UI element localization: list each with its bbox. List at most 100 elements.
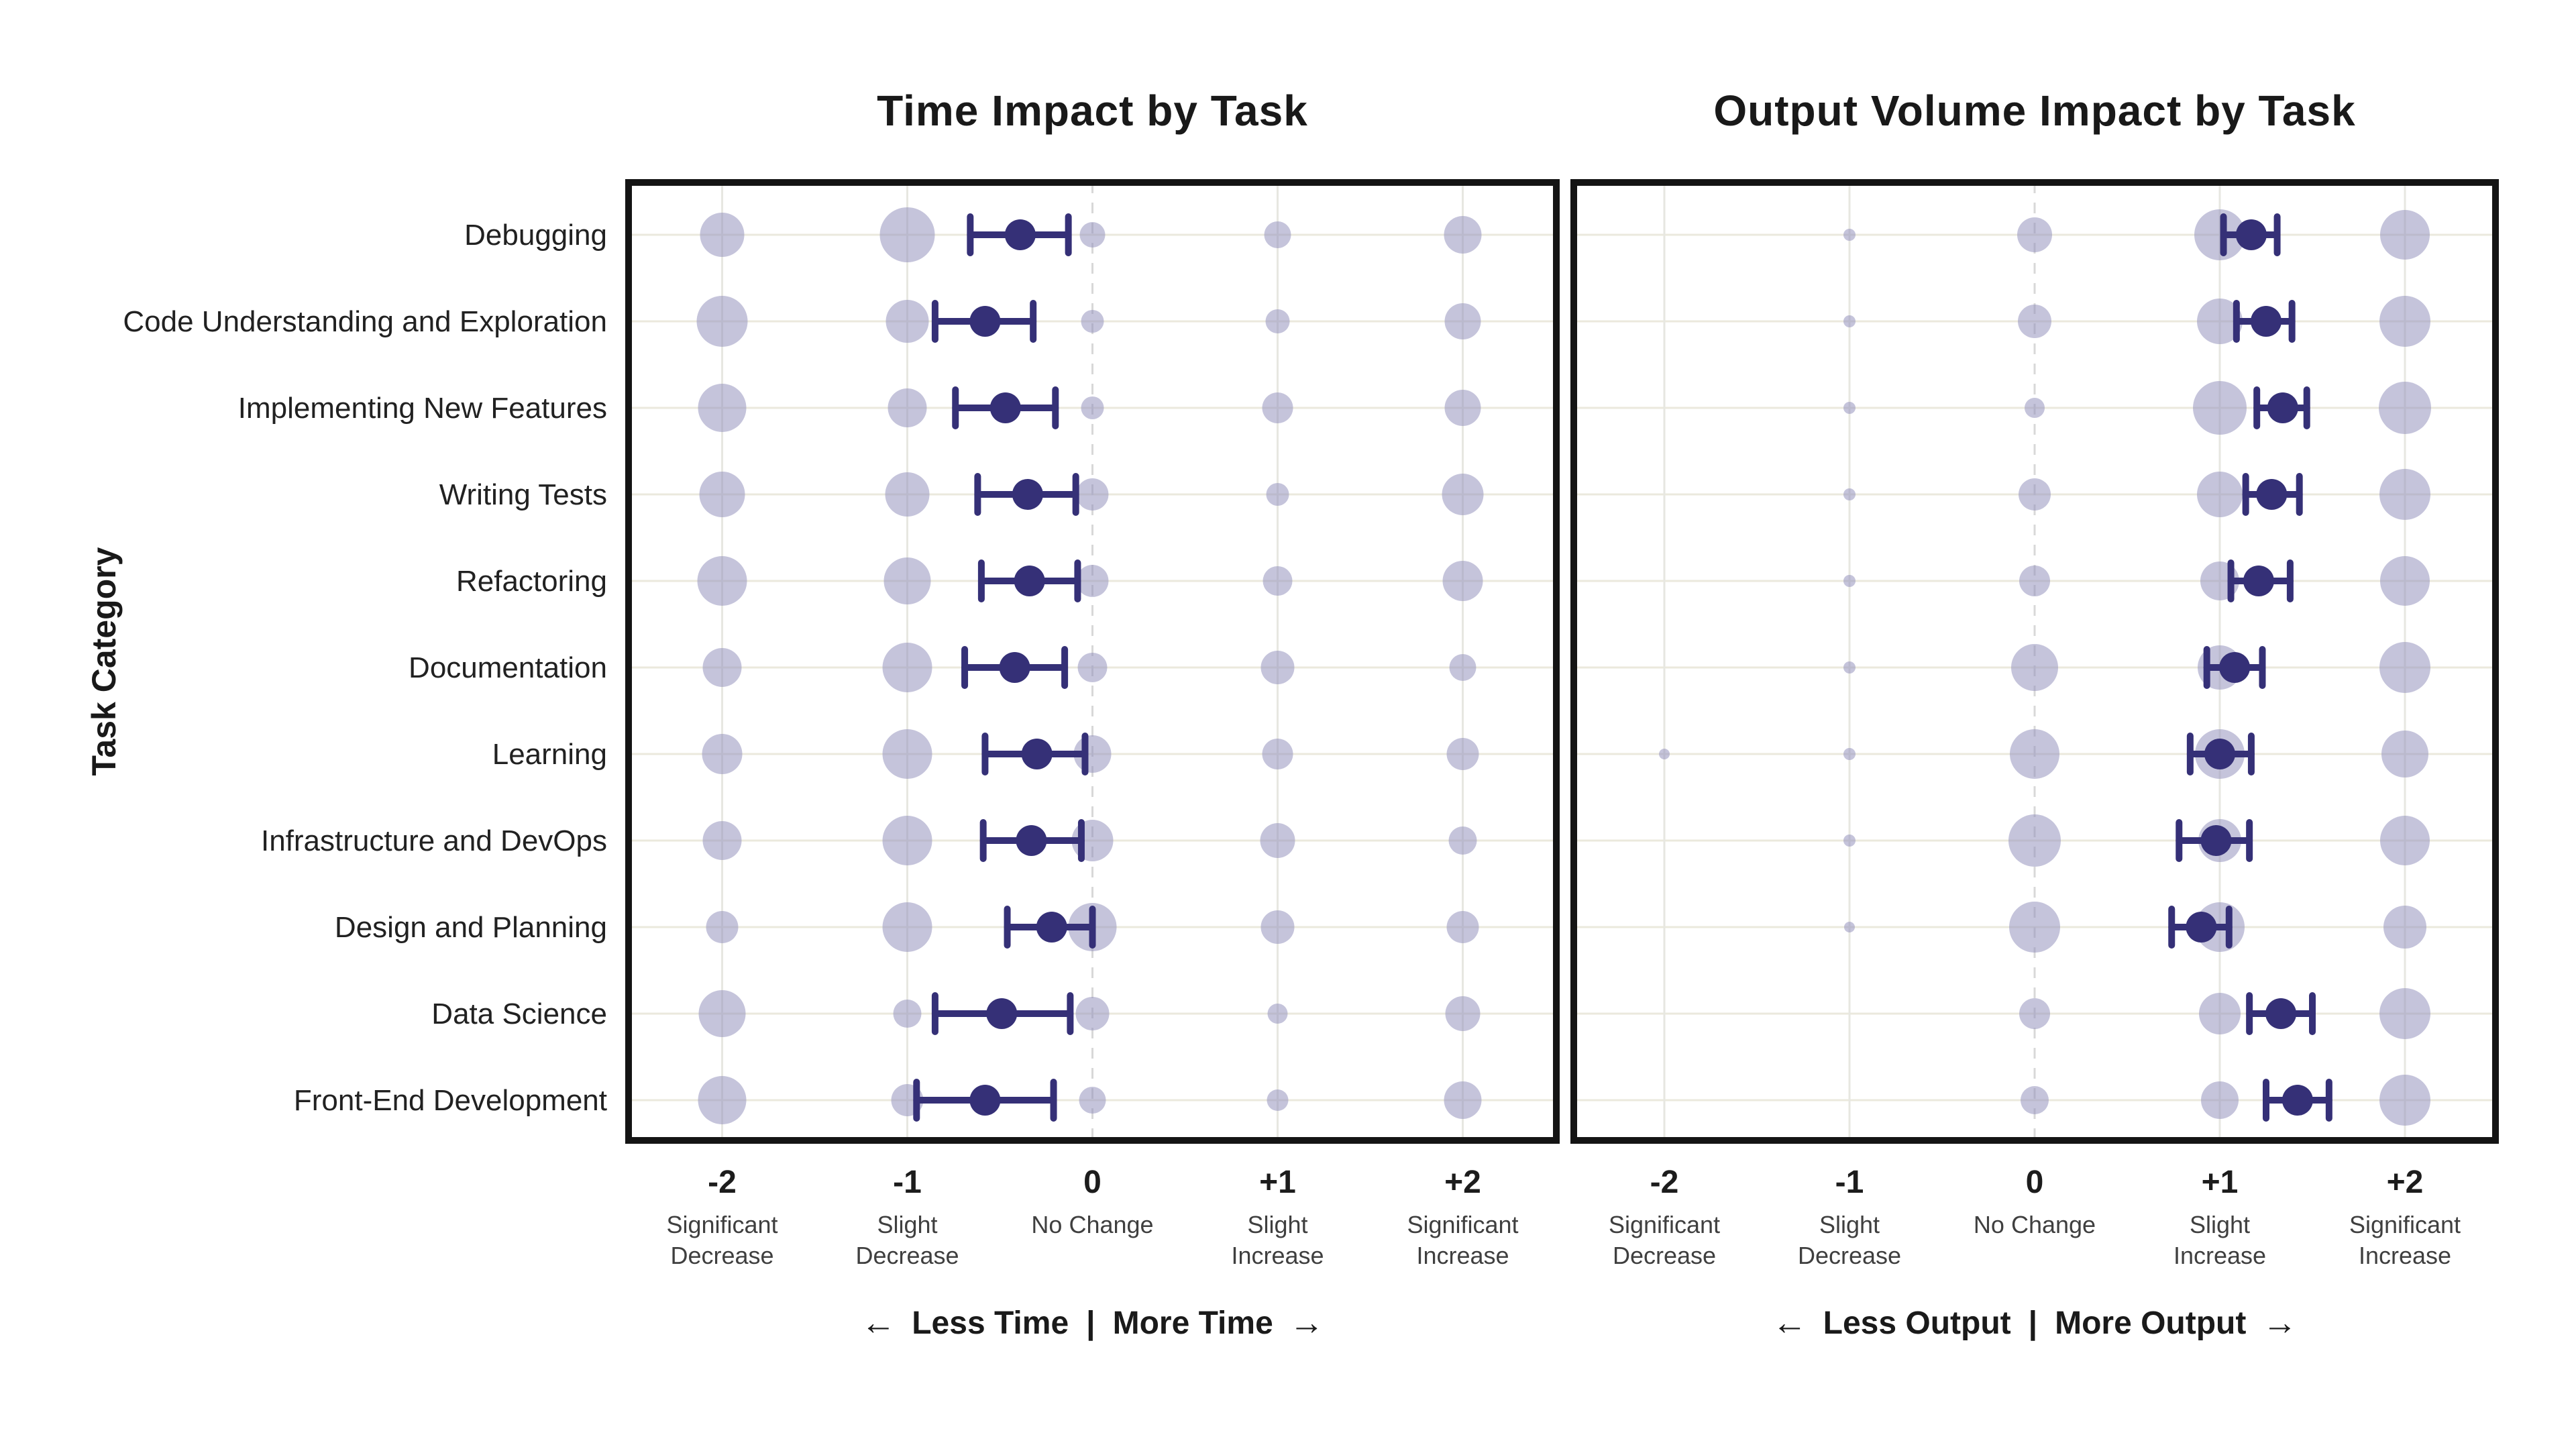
- response-bubble: [1265, 309, 1290, 333]
- x-tick-sublabel: Increase: [2359, 1242, 2451, 1269]
- response-bubble: [1076, 478, 1109, 511]
- response-bubble: [2380, 210, 2430, 260]
- response-bubble: [1843, 748, 1856, 760]
- x-tick-label: -2: [708, 1165, 737, 1200]
- response-bubble: [1263, 566, 1293, 596]
- panel-output: -2 Significant Decrease -1 Slight Decrease 0 No…: [1570, 179, 2499, 1269]
- response-bubble: [2019, 566, 2050, 596]
- response-bubble: [882, 902, 932, 952]
- response-bubble: [882, 643, 932, 692]
- response-bubble: [1445, 996, 1481, 1031]
- response-bubble: [2025, 398, 2045, 418]
- response-bubble: [2194, 209, 2245, 260]
- response-bubble: [2197, 472, 2243, 517]
- footer-more-output-label: More Output: [2055, 1305, 2247, 1341]
- response-bubble: [1442, 561, 1483, 601]
- x-tick-sublabel: Decrease: [670, 1242, 773, 1269]
- footer-more-time-label: More Time: [1112, 1305, 1273, 1341]
- y-axis-title: Task Category: [85, 547, 123, 776]
- response-bubble: [700, 213, 745, 257]
- response-bubble: [1659, 749, 1670, 759]
- mean-dot: [2251, 306, 2282, 337]
- mean-dot: [2282, 1085, 2313, 1116]
- response-bubble: [2379, 296, 2430, 347]
- response-bubble: [882, 729, 932, 779]
- x-tick-sublabel: Decrease: [855, 1242, 959, 1269]
- category-label: Documentation: [409, 651, 607, 684]
- response-bubble: [2379, 382, 2431, 434]
- panel-border: [1570, 179, 2499, 1144]
- x-tick-sublabel: Decrease: [1798, 1242, 1901, 1269]
- right-arrow-icon: →: [1289, 1303, 1324, 1342]
- response-bubble: [2019, 478, 2051, 511]
- x-tick-sublabel: Decrease: [1613, 1242, 1716, 1269]
- response-bubble: [1442, 474, 1484, 515]
- x-tick-label: +2: [1444, 1165, 1481, 1200]
- x-tick-sublabel: Slight: [1819, 1211, 1880, 1238]
- response-bubble: [2380, 556, 2430, 606]
- response-bubble: [1444, 216, 1482, 254]
- response-bubble: [1444, 1081, 1482, 1119]
- response-bubble: [1264, 221, 1291, 248]
- mean-dot: [2243, 566, 2274, 596]
- response-bubble: [1446, 738, 1479, 770]
- response-bubble: [699, 472, 745, 517]
- response-bubble: [2379, 469, 2430, 520]
- right-arrow-icon: →: [2262, 1303, 2298, 1342]
- x-tick-sublabel: Slight: [2190, 1211, 2250, 1238]
- response-bubble: [1843, 661, 1856, 674]
- response-bubble: [2379, 988, 2430, 1039]
- response-bubble: [706, 911, 739, 943]
- left-arrow-icon: ←: [861, 1303, 896, 1342]
- panel-border: [625, 179, 1560, 1144]
- response-bubble: [2383, 906, 2426, 949]
- response-bubble: [698, 1076, 747, 1124]
- response-bubble: [1843, 488, 1856, 500]
- response-bubble: [1446, 911, 1479, 943]
- x-tick-label: -1: [1835, 1165, 1864, 1200]
- response-bubble: [697, 556, 747, 606]
- response-bubble: [1844, 922, 1855, 932]
- mean-dot: [1004, 219, 1036, 250]
- response-bubble: [1843, 315, 1856, 327]
- x-tick-label: -2: [1650, 1165, 1679, 1200]
- response-bubble: [1079, 1087, 1106, 1114]
- response-bubble: [879, 207, 935, 262]
- response-bubble: [2011, 644, 2058, 691]
- response-bubble: [2199, 993, 2241, 1034]
- category-label: Debugging: [464, 219, 607, 252]
- x-tick-label: -1: [893, 1165, 922, 1200]
- response-bubble: [1081, 396, 1104, 419]
- panel-title-time: Time Impact by Task: [877, 87, 1308, 135]
- response-bubble: [2010, 729, 2059, 779]
- response-bubble: [1843, 229, 1856, 241]
- mean-dot: [1016, 825, 1047, 856]
- mean-dot: [1021, 739, 1053, 769]
- category-label: Data Science: [431, 998, 607, 1030]
- response-bubble: [2021, 1086, 2049, 1114]
- x-tick-sublabel: Increase: [1416, 1242, 1509, 1269]
- mean-dot: [2265, 998, 2297, 1029]
- footer-time: ← Less Time | More Time →: [629, 1303, 1556, 1343]
- response-bubble: [1260, 651, 1295, 684]
- mean-dot: [2235, 219, 2267, 250]
- mean-dot: [2267, 392, 2298, 423]
- mean-dot: [969, 1085, 1001, 1116]
- response-bubble: [1260, 910, 1295, 944]
- footer-less-time-label: Less Time: [912, 1305, 1069, 1341]
- category-label: Infrastructure and DevOps: [261, 824, 607, 857]
- response-bubble: [2380, 816, 2430, 865]
- response-bubble: [702, 734, 743, 774]
- response-bubble: [1076, 565, 1109, 597]
- response-bubble: [2201, 1081, 2239, 1119]
- response-bubble: [1843, 402, 1856, 414]
- x-tick-sublabel: Increase: [1231, 1242, 1324, 1269]
- x-tick-label: +2: [2387, 1165, 2424, 1200]
- mean-dot: [2256, 479, 2288, 510]
- mean-dot: [2200, 825, 2232, 856]
- response-bubble: [2381, 731, 2428, 777]
- response-bubble: [885, 300, 929, 343]
- response-bubble: [1262, 739, 1293, 769]
